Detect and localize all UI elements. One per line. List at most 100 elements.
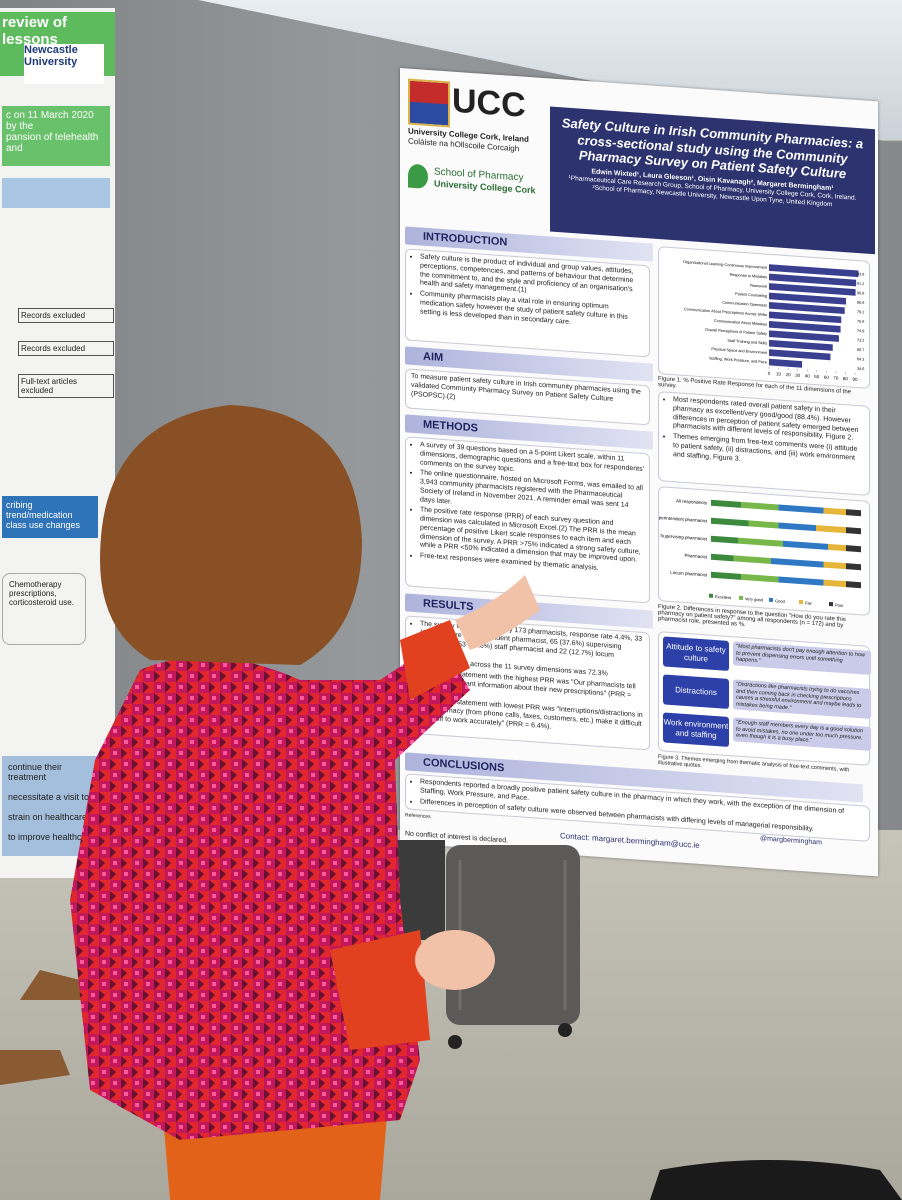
hair [100,405,362,665]
text: c on 11 March 2020 by the [6,110,94,132]
band [2,178,110,208]
bag [650,1160,902,1200]
bar [769,283,856,296]
bar-chart: 0 10 20 30 40 50 60 70 80 90 Organizational Learni… [683,260,864,382]
x-tick-label: 40 [805,373,810,378]
text: pansion of telehealth and [6,132,99,154]
segment [778,576,824,586]
category-label: Communication About Prescriptions Across… [684,307,767,317]
wheel [448,1035,462,1049]
segment [816,525,846,534]
row-label: All respondents [676,498,708,505]
box: cribing trend/medication class use chang… [2,496,98,538]
legend-swatch [829,601,833,607]
segment [846,509,861,517]
category-label: Organizational Learning-Continuous Impro… [683,260,768,270]
value-label: 64.3 [857,357,864,362]
segment [783,540,828,550]
text: continue their treatment [8,762,63,782]
segment [748,520,779,529]
category-label: Patient Counseling [735,292,767,298]
value-label: 79.2 [857,310,864,315]
segment [823,507,846,516]
bar [769,311,842,324]
legend-label: Poor [835,602,844,608]
x-tick-label: 80 [843,376,848,381]
legend-swatch [739,595,743,600]
row-label: Supervising pharmacist [660,533,707,541]
x-tick-label: 0 [768,371,771,376]
text: to improve healthcar [8,832,90,842]
segment [711,517,749,527]
legend-swatch [769,597,773,603]
box: Full-text articles excluded [18,374,114,398]
value-label: 66.7 [857,348,864,353]
value-label: 75.6 [857,319,864,324]
bar [769,302,845,314]
left-poster: review of lessons Newcastle University c… [0,8,115,878]
text: necessitate a visit to [8,792,90,802]
segment [828,543,846,552]
box: Chemotherapy prescriptions, corticostero… [2,573,86,645]
segment [823,561,846,570]
legend-swatch [709,593,713,598]
bar [769,320,841,333]
row-label: Locum pharmacist [670,570,707,578]
wheel [558,1023,572,1037]
category-label: Communication About Mistakes [714,319,767,327]
x-tick-label: 20 [786,372,791,377]
bar [769,264,859,278]
segment [733,555,771,564]
segment [711,499,741,508]
segment [738,537,783,547]
hand [455,575,540,650]
category-label: Communication Openness [722,301,767,308]
poster: UCC University College Cork, Ireland Col… [400,68,878,877]
box: Records excluded [18,341,114,356]
category-label: Overall Perceptions of Patient Safety [705,328,767,336]
category-label: Teamwork [750,284,767,289]
segment [846,563,861,571]
x-tick-label: 90 [852,377,857,382]
value-label: 90.6 [857,291,864,296]
segment [846,527,861,535]
value-label: 34.6 [857,367,864,372]
segment [771,557,824,568]
figure-1: 0 10 20 30 40 50 60 70 80 90 Organizational Learni… [658,246,870,389]
value-label: 74.9 [857,329,864,334]
figure-2: All respondents Superintendent pharmacist… [653,486,870,616]
legend-swatch [799,599,803,605]
category-label: Staffing, Work Pressure, and Pace [709,356,767,364]
stacked-chart: All respondents Superintendent pharmacist… [653,498,861,608]
segment [741,573,779,583]
segment [778,522,816,532]
bar [769,292,847,305]
legend-label: Very good [745,596,763,602]
segment [741,501,779,511]
x-tick-label: 60 [824,375,829,380]
cuff [330,930,430,1050]
segment [846,545,861,553]
segment [711,535,738,544]
x-tick-label: 50 [814,374,819,379]
box: Records excluded [18,308,114,323]
category-label: Staff Training and Skills [727,339,767,346]
segment [711,553,734,562]
text: strain on healthcare [8,812,88,822]
segment [823,579,846,588]
x-tick-label: 30 [795,373,800,378]
value-label: 93.6 [857,272,864,277]
row-label: Superintendent pharmacist [659,515,708,524]
legend-label: Fair [805,600,813,606]
segment [846,581,861,589]
segment [711,571,741,580]
row-label: Pharmacist [685,553,708,560]
x-tick-label: 70 [833,375,838,380]
category-label: Physical Space and Environment [711,347,768,355]
shoe [0,1050,70,1085]
legend-label: Excellent [715,594,732,600]
logo: Newcastle University [24,44,104,84]
bar [769,339,833,351]
